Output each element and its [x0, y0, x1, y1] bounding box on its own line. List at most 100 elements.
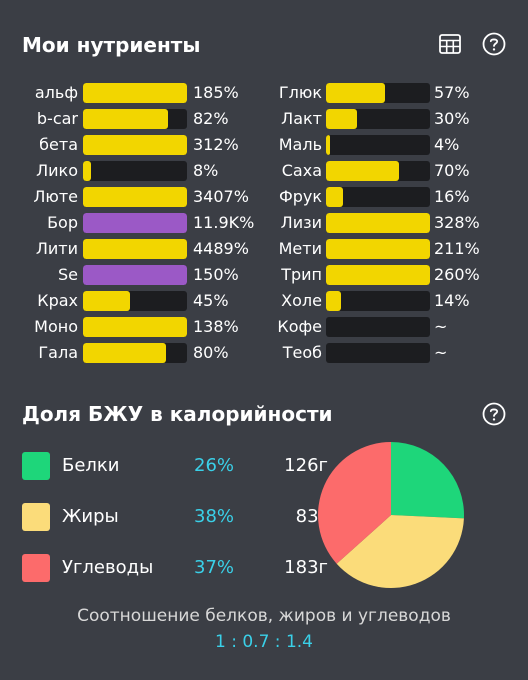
nutrient-bar — [83, 161, 187, 181]
nutrient-row[interactable]: Мети 211% — [0, 236, 528, 262]
nutrient-label: Холе — [281, 291, 322, 310]
nutrient-label: бета — [39, 135, 78, 154]
nutrient-bar-fill — [326, 161, 399, 181]
nutrient-label: Лизи — [280, 213, 322, 232]
nutrient-row[interactable]: Моно 138% — [0, 314, 528, 340]
nutrient-row[interactable]: бета 312% — [0, 132, 528, 158]
macro-name: Жиры — [62, 506, 119, 527]
nutrient-percent: 260% — [434, 265, 480, 284]
nutrient-label: Лити — [35, 239, 78, 258]
nutrient-row[interactable]: b-car 82% — [0, 106, 528, 132]
nutrient-percent: 70% — [434, 161, 470, 180]
legend-row-fat: Жиры 38% 83г — [22, 503, 328, 533]
nutrient-label: Глюк — [278, 83, 322, 102]
nutrient-row[interactable]: Маль 4% — [0, 132, 528, 158]
pie-slice-1 — [336, 515, 464, 588]
nutrient-bar-fill — [83, 161, 92, 181]
nutrient-row[interactable]: Холе 14% — [0, 288, 528, 314]
nutrient-bar-fill — [326, 213, 430, 233]
nutrient-row[interactable]: Теоб ~ — [0, 340, 528, 366]
nutrient-bar — [83, 213, 187, 233]
nutrient-bar — [83, 265, 187, 285]
nutrient-bar-fill — [326, 187, 343, 207]
nutrient-bar-fill — [83, 135, 187, 155]
nutrient-label: Люте — [33, 187, 78, 206]
macros-title: Доля БЖУ в калорийности — [22, 402, 333, 426]
protein-swatch — [22, 452, 50, 480]
nutrient-bar — [326, 291, 430, 311]
nutrient-bar-fill — [83, 343, 167, 363]
nutrient-percent: 11.9K% — [193, 213, 255, 232]
nutrient-bar — [326, 161, 430, 181]
nutrient-percent: 82% — [193, 109, 229, 128]
nutrient-label: Саха — [281, 161, 322, 180]
nutrient-percent: 211% — [434, 239, 480, 258]
nutrient-percent: ~ — [434, 317, 448, 336]
nutrient-row[interactable]: Крах 45% — [0, 288, 528, 314]
nutrient-bar — [83, 317, 187, 337]
nutrient-percent: 80% — [193, 343, 229, 362]
nutrient-bar-fill — [83, 317, 187, 337]
help-icon[interactable] — [481, 31, 507, 57]
table-icon[interactable] — [437, 31, 463, 57]
nutrient-row[interactable]: Гала 80% — [0, 340, 528, 366]
nutrient-row[interactable]: Лико 8% — [0, 158, 528, 184]
nutrient-percent: 14% — [434, 291, 470, 310]
nutrient-label: Гала — [38, 343, 78, 362]
nutrient-bar — [83, 187, 187, 207]
nutrient-label: Крах — [37, 291, 78, 310]
nutrient-label: Кофе — [277, 317, 322, 336]
nutrient-bar — [83, 239, 187, 259]
ratio-value: 1 : 0.7 : 1.4 — [215, 632, 313, 652]
nutrient-bar-fill — [83, 187, 187, 207]
nutrient-label: Теоб — [282, 343, 322, 362]
nutrient-label: Мети — [278, 239, 322, 258]
nutrients-title: Мои нутриенты — [22, 33, 201, 57]
macro-percent: 37% — [194, 557, 235, 578]
nutrient-row[interactable]: Люте 3407% — [0, 184, 528, 210]
macro-grams: 126г — [284, 455, 328, 476]
nutrient-percent: 8% — [193, 161, 219, 180]
ratio-title: Соотношение белков, жиров и углеводов — [77, 606, 451, 626]
nutrient-row[interactable]: Саха 70% — [0, 158, 528, 184]
nutrient-row[interactable]: Лизи 328% — [0, 210, 528, 236]
help-icon[interactable] — [481, 401, 507, 427]
nutrient-bar-fill — [83, 213, 187, 233]
nutrient-bar-fill — [83, 291, 130, 311]
nutrient-bar-fill — [83, 265, 187, 285]
nutrient-bar — [326, 239, 430, 259]
nutrient-bar — [326, 343, 430, 363]
nutrient-row[interactable]: Лити 4489% — [0, 236, 528, 262]
pie-slice-0 — [391, 442, 464, 519]
macro-grams: 183г — [284, 557, 328, 578]
nutrient-percent: 185% — [193, 83, 239, 102]
nutrient-bar — [83, 291, 187, 311]
nutrient-row[interactable]: альф 185% — [0, 80, 528, 106]
nutrient-row[interactable]: Лакт 30% — [0, 106, 528, 132]
nutrient-percent: 312% — [193, 135, 239, 154]
nutrient-bar-fill — [326, 83, 386, 103]
nutrient-row[interactable]: Глюк 57% — [0, 80, 528, 106]
nutrient-bar-fill — [326, 265, 430, 285]
nutrient-row[interactable]: Трип 260% — [0, 262, 528, 288]
nutrient-label: b-car — [36, 109, 78, 128]
macro-percent: 38% — [194, 506, 235, 527]
fat-swatch — [22, 503, 50, 531]
nutrient-row[interactable]: Бор 11.9K% — [0, 210, 528, 236]
nutrient-label: Бор — [47, 213, 78, 232]
nutrient-bar — [83, 109, 187, 129]
nutrient-bar-fill — [326, 291, 341, 311]
nutrient-bar-fill — [83, 109, 169, 129]
nutrient-row[interactable]: Se 150% — [0, 262, 528, 288]
pie-slice-2 — [318, 442, 391, 564]
nutrient-bar — [326, 187, 430, 207]
nutrient-bar-fill — [83, 239, 187, 259]
macro-percent: 26% — [194, 455, 235, 476]
nutrient-percent: 3407% — [193, 187, 249, 206]
nutrient-percent: ~ — [434, 343, 448, 362]
nutrient-label: Трип — [281, 265, 322, 284]
nutrient-row[interactable]: Фрук 16% — [0, 184, 528, 210]
nutrient-percent: 57% — [434, 83, 470, 102]
nutrient-bar — [326, 135, 430, 155]
nutrient-row[interactable]: Кофе ~ — [0, 314, 528, 340]
